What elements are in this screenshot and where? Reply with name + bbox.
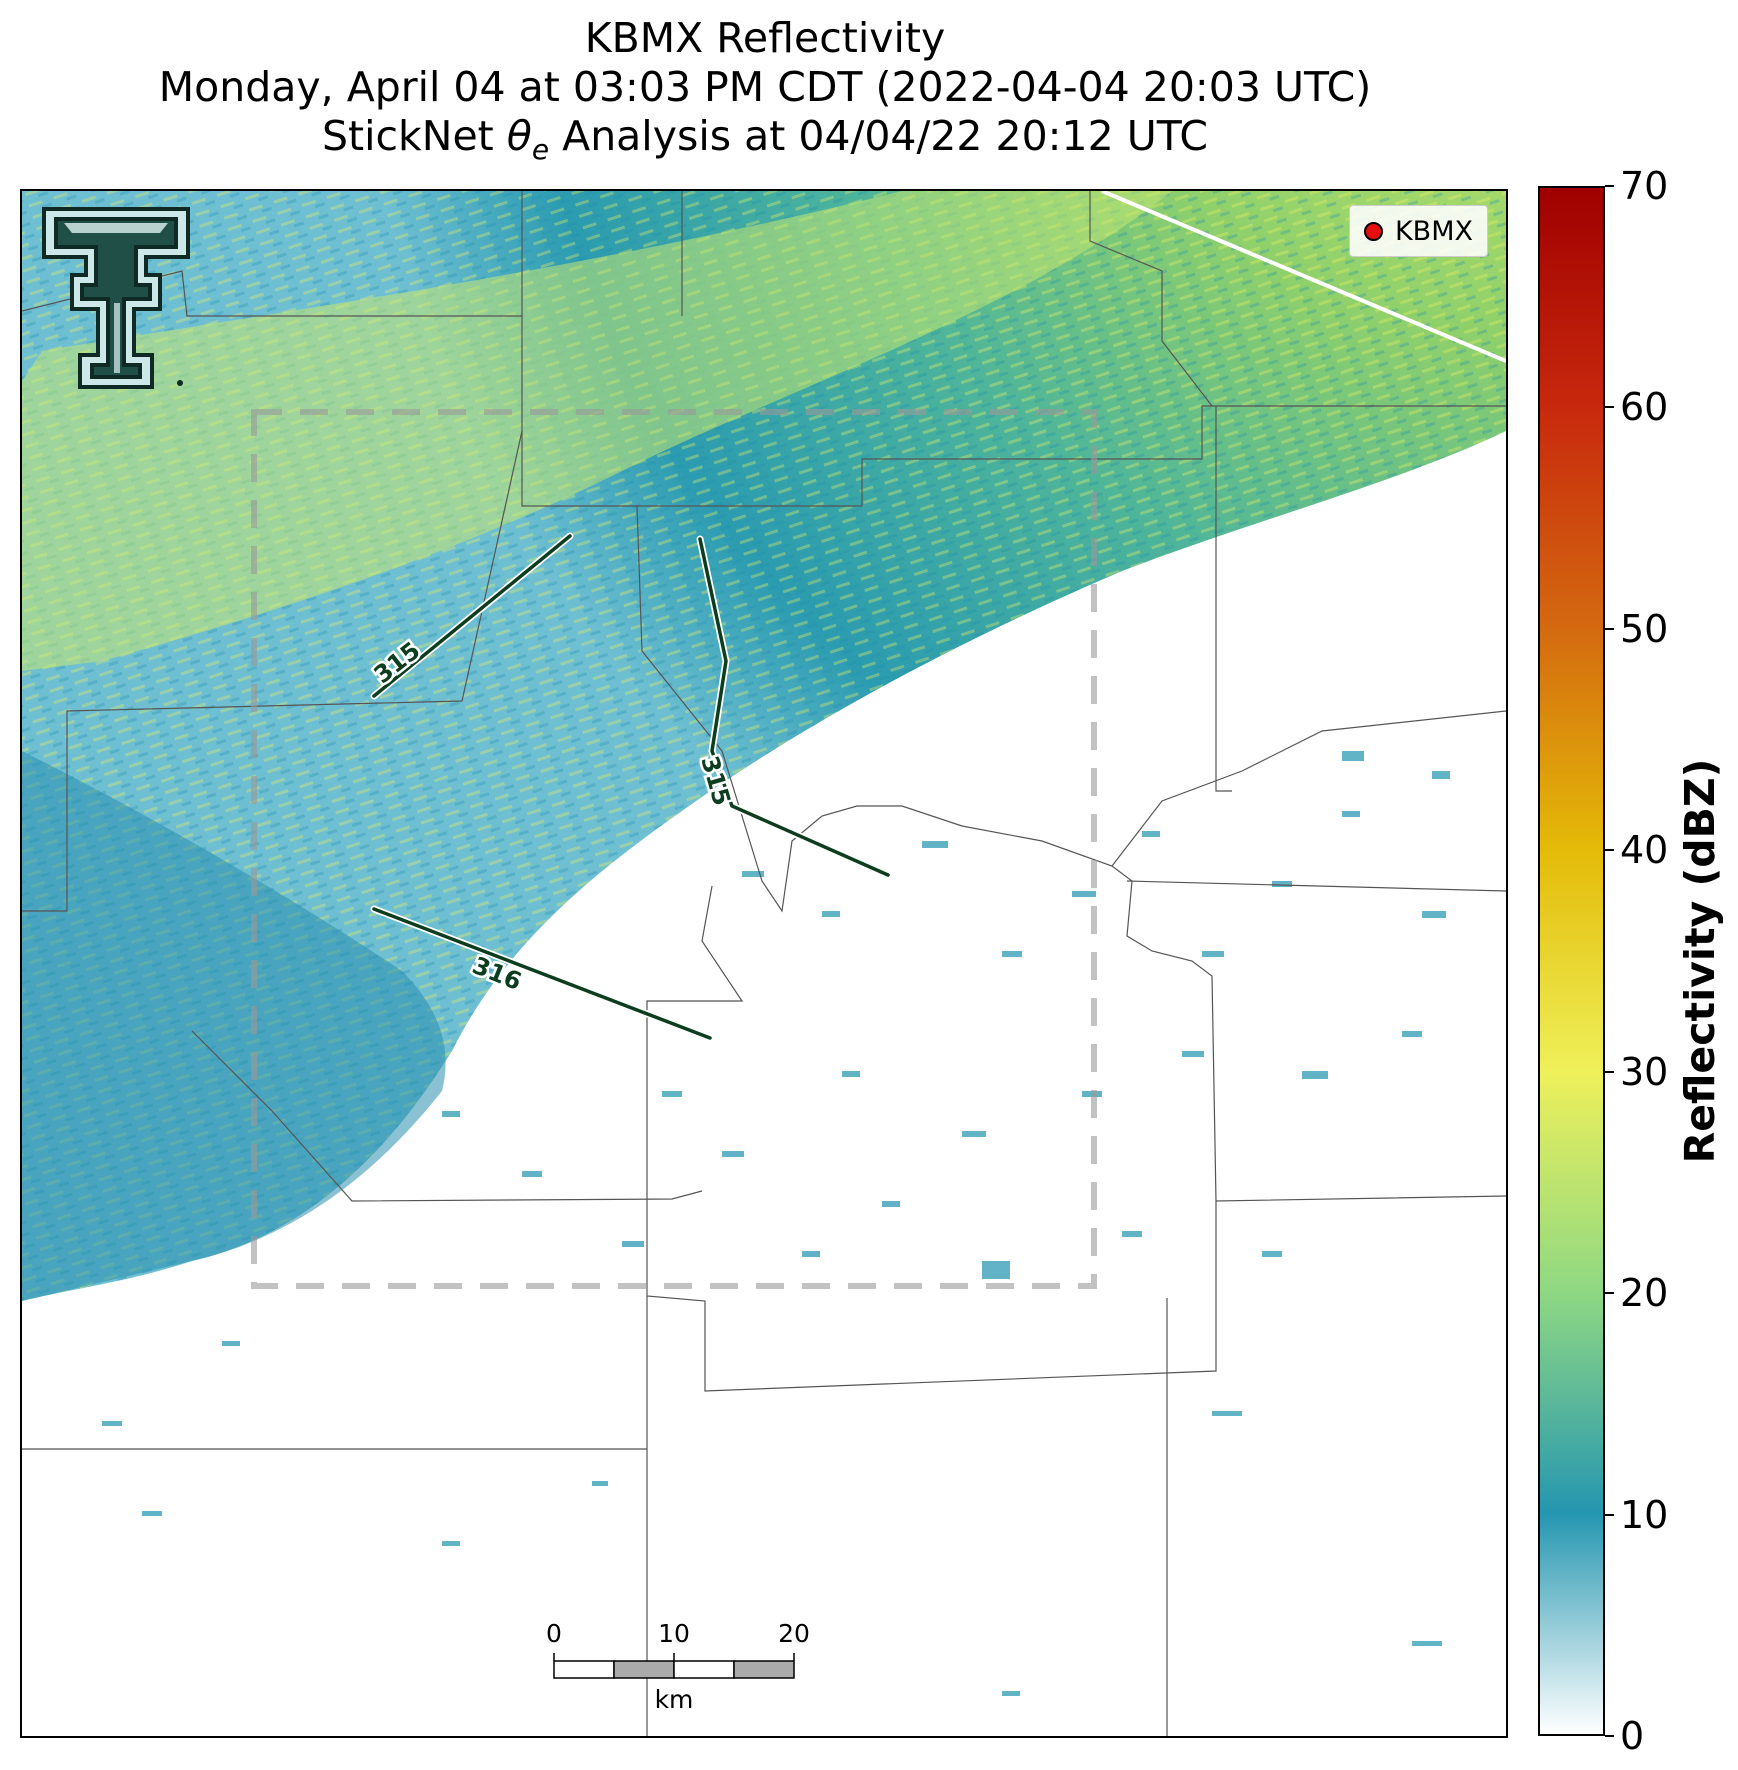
colorbar-tick-label: 50 xyxy=(1620,606,1669,651)
scale-tick-10: 10 xyxy=(658,1619,690,1648)
colorbar-tick-label: 10 xyxy=(1620,1492,1669,1537)
contour-315-west xyxy=(372,534,572,698)
map-legend: KBMX xyxy=(1348,205,1488,257)
analysis-domain-box xyxy=(251,409,1097,1289)
colorbar-tick-mark xyxy=(1605,1735,1614,1737)
title-analysis: StickNet θe Analysis at 04/04/22 20:12 U… xyxy=(322,112,1208,167)
colorbar-tick-mark xyxy=(1605,627,1614,630)
county-boundaries xyxy=(22,191,1506,1736)
scale-unit: km xyxy=(654,1685,694,1714)
colorbar-tick-label: 20 xyxy=(1620,1271,1669,1316)
map-canvas: 315 315 316 xyxy=(22,191,1506,1736)
colorbar-tick-mark xyxy=(1605,1292,1614,1295)
scattered-echoes xyxy=(102,751,1450,1696)
radar-map[interactable]: 315 315 316 0 10 20 km KBMX xyxy=(20,189,1508,1738)
double-t-logo xyxy=(42,207,190,389)
scale-tick-0: 0 xyxy=(546,1619,562,1648)
colorbar-tick-mark xyxy=(1605,1513,1614,1516)
contour-315-east xyxy=(698,537,890,877)
colorbar-label: Reflectivity (dBZ) xyxy=(1676,758,1724,1164)
reflectivity-colorbar xyxy=(1538,186,1605,1736)
highway-line xyxy=(1101,191,1506,363)
title-datetime: Monday, April 04 at 03:03 PM CDT (2022-0… xyxy=(158,63,1372,111)
colorbar-tick-label: 60 xyxy=(1620,385,1669,430)
colorbar-tick-label: 40 xyxy=(1620,828,1669,873)
title-radar: KBMX Reflectivity xyxy=(584,14,946,62)
colorbar-tick-label: 0 xyxy=(1620,1714,1645,1758)
scale-tick-20: 20 xyxy=(778,1619,810,1648)
colorbar-tick-mark xyxy=(1605,185,1614,187)
colorbar-tick-mark xyxy=(1605,1070,1614,1073)
colorbar-tick-label: 30 xyxy=(1620,1049,1669,1094)
scale-bar xyxy=(553,1653,795,1679)
colorbar-tick-mark xyxy=(1605,406,1614,409)
map-title: KBMX Reflectivity Monday, April 04 at 03… xyxy=(20,14,1510,174)
legend-label: KBMX xyxy=(1394,215,1473,247)
colorbar-tick-label: 70 xyxy=(1620,164,1669,208)
colorbar-tick-mark xyxy=(1605,849,1614,852)
contour-316 xyxy=(372,907,712,1040)
radar-site-marker-icon xyxy=(1363,221,1383,241)
